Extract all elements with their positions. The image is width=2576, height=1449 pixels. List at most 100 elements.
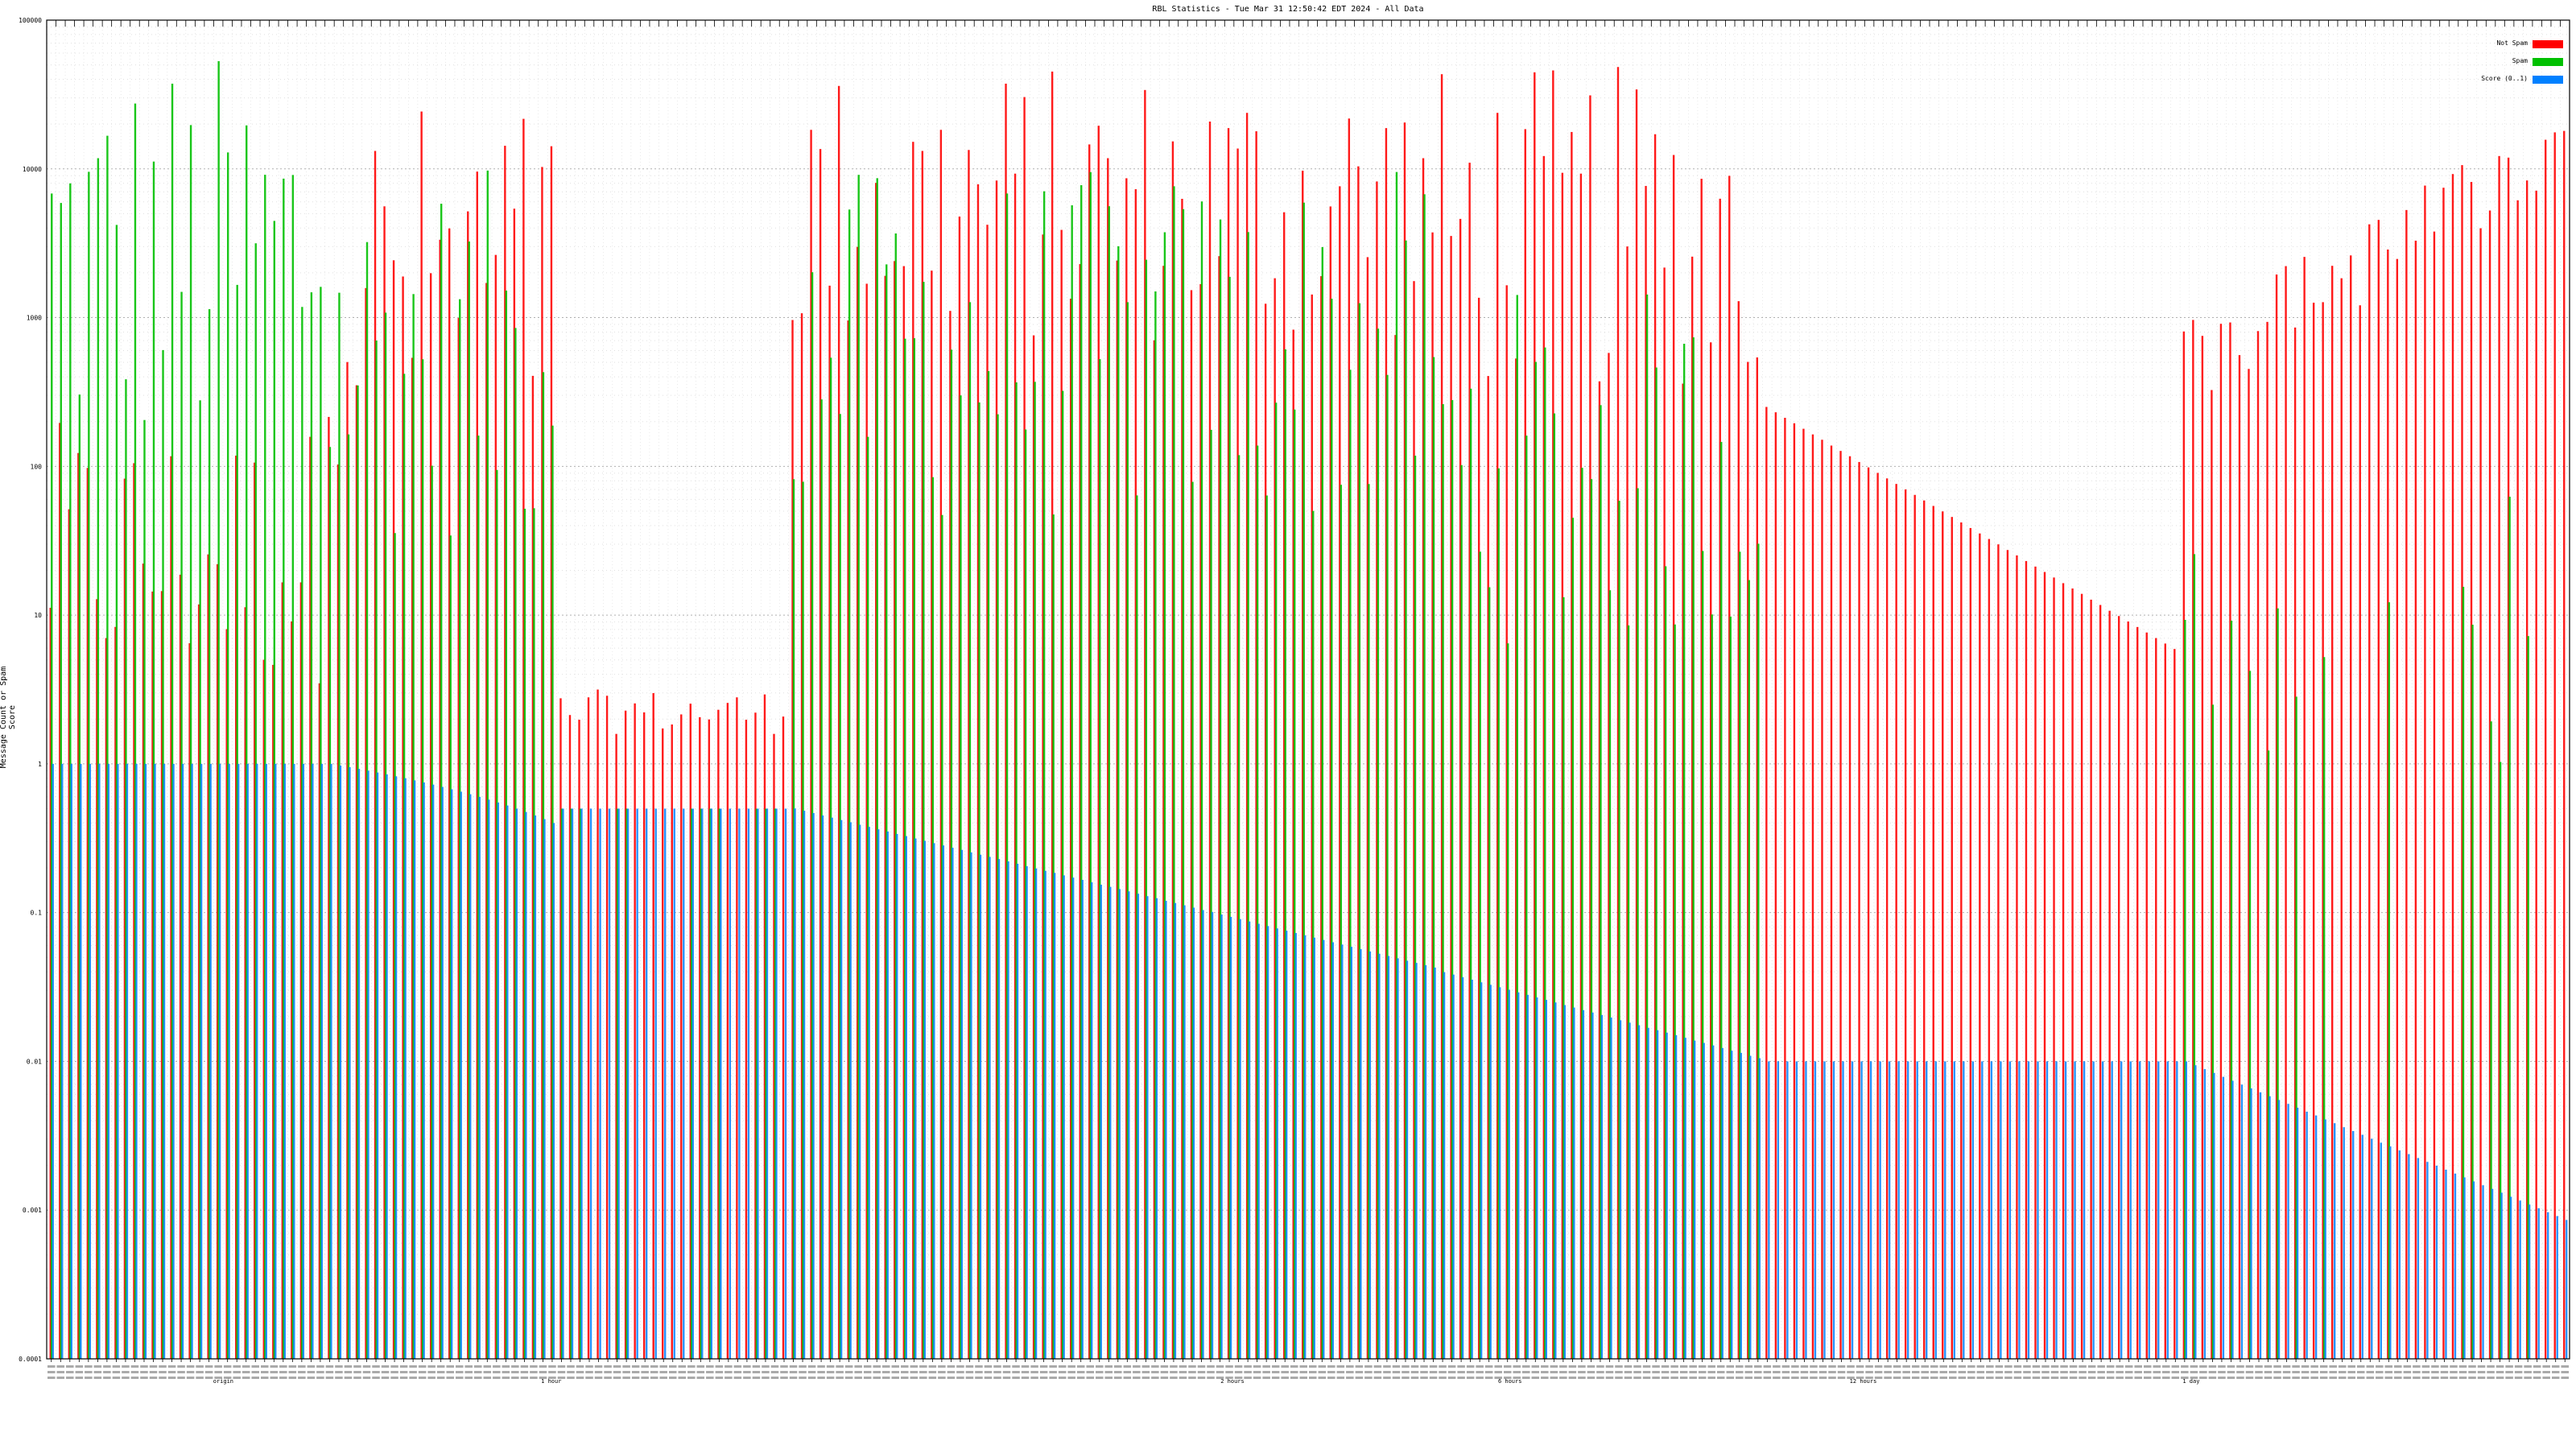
x-tick-label — [1447, 1365, 1456, 1368]
bar-spam — [1664, 566, 1667, 1359]
x-tick-label — [288, 1371, 297, 1373]
x-tick-label — [2440, 1377, 2449, 1379]
x-tick-label — [919, 1365, 927, 1368]
x-tick-label — [1884, 1365, 1892, 1368]
bar-score — [89, 763, 92, 1359]
x-tick-label — [1410, 1365, 1419, 1368]
bar-score — [562, 808, 564, 1359]
x-tick-label — [2561, 1371, 2569, 1373]
bar-not-spam — [995, 180, 998, 1359]
bar-score — [497, 802, 500, 1359]
bar-spam — [1386, 374, 1389, 1359]
bar-not-spam — [2117, 616, 2120, 1359]
x-tick-label — [47, 1377, 56, 1379]
bar-score — [2417, 1158, 2420, 1359]
x-tick-label — [1049, 1371, 1057, 1373]
bar-not-spam — [1579, 173, 1583, 1360]
bar-not-spam — [2525, 180, 2529, 1359]
bar-score — [460, 791, 462, 1359]
bar-score — [2250, 1088, 2252, 1359]
y-tick-label: 0.001 — [23, 1207, 42, 1214]
x-tick-label — [455, 1371, 464, 1373]
x-tick-label — [1216, 1365, 1224, 1368]
x-tick-label — [2421, 1371, 2430, 1373]
bar-score — [1860, 1061, 1863, 1359]
x-tick-label — [1967, 1371, 1975, 1373]
bar-score — [2101, 1061, 2104, 1359]
x-tick-label — [93, 1371, 102, 1373]
x-tick-label — [585, 1371, 593, 1373]
x-tick-label — [548, 1371, 556, 1373]
bar-score — [1963, 1061, 1965, 1359]
x-tick-label — [2329, 1365, 2337, 1368]
x-tick-label — [112, 1377, 121, 1379]
x-tick-label — [1104, 1377, 1113, 1379]
x-tick-label — [204, 1365, 213, 1368]
bar-not-spam — [1913, 494, 1916, 1359]
bar-score — [1137, 894, 1140, 1359]
x-tick-label — [1995, 1371, 2004, 1373]
x-tick-label — [399, 1371, 408, 1373]
x-tick-label — [2236, 1365, 2244, 1368]
bar-score — [831, 817, 833, 1359]
x-tick-label — [1754, 1371, 1762, 1373]
bar-spam — [2388, 602, 2391, 1359]
bar-score — [1888, 1061, 1891, 1359]
bar-spam — [440, 204, 443, 1359]
bar-not-spam — [2108, 610, 2111, 1359]
x-tick-label — [2421, 1377, 2430, 1379]
x-tick-label — [353, 1371, 361, 1373]
bar-score — [1981, 1061, 1984, 1359]
bar-spam — [792, 479, 795, 1360]
chart-title: RBL Statistics - Tue Mar 31 12:50:42 EDT… — [1152, 5, 1424, 14]
bar-score — [729, 808, 732, 1359]
bar-not-spam — [2192, 320, 2194, 1359]
bar-score — [302, 763, 305, 1359]
x-tick-label — [1318, 1377, 1327, 1379]
x-tick-label — [530, 1371, 538, 1373]
x-tick-label — [1104, 1371, 1113, 1373]
x-tick-label — [1030, 1365, 1038, 1368]
bar-not-spam — [1598, 381, 1601, 1360]
x-tick-label — [2394, 1371, 2402, 1373]
x-tick-label — [1095, 1365, 1104, 1368]
y-tick-label: 10 — [34, 612, 42, 619]
bar-not-spam — [1663, 267, 1666, 1360]
x-tick-label — [1067, 1365, 1075, 1368]
x-tick-label — [103, 1365, 111, 1368]
x-tick-label — [2069, 1377, 2078, 1379]
bar-score — [423, 782, 425, 1359]
bar-spam — [913, 338, 916, 1360]
bar-score — [1832, 1061, 1835, 1359]
x-tick-label — [223, 1377, 232, 1379]
bar-not-spam — [763, 694, 766, 1359]
x-tick-label — [1587, 1377, 1596, 1379]
bar-not-spam — [1440, 74, 1443, 1360]
x-tick-label — [956, 1377, 964, 1379]
x-tick-label — [2106, 1377, 2115, 1379]
x-tick-label — [2079, 1377, 2087, 1379]
x-tick-label — [1716, 1365, 1725, 1368]
x-tick-label — [2533, 1365, 2541, 1368]
x-tick-label — [1679, 1377, 1688, 1379]
x-tick-label — [2421, 1365, 2430, 1368]
x-tick-label — [1828, 1365, 1836, 1368]
bar-score — [61, 763, 64, 1359]
bar-spam — [1191, 481, 1194, 1359]
x-tick-label — [567, 1365, 575, 1368]
x-tick-label — [687, 1371, 696, 1373]
x-tick-label — [2282, 1365, 2291, 1368]
x-tick-label — [836, 1371, 844, 1373]
x-tick-label — [594, 1365, 603, 1368]
x-tick-label — [2255, 1371, 2263, 1373]
x-tick-label — [1726, 1371, 1735, 1373]
bar-score — [2231, 1080, 2234, 1359]
x-tick-label — [1170, 1365, 1178, 1368]
bar-score — [1480, 982, 1483, 1359]
x-tick-label — [1930, 1371, 1938, 1373]
bar-not-spam — [2507, 157, 2510, 1360]
x-tick-label — [1457, 1371, 1465, 1373]
x-tick-label — [1309, 1377, 1317, 1379]
bar-not-spam — [791, 320, 794, 1359]
bar-spam — [402, 374, 406, 1359]
